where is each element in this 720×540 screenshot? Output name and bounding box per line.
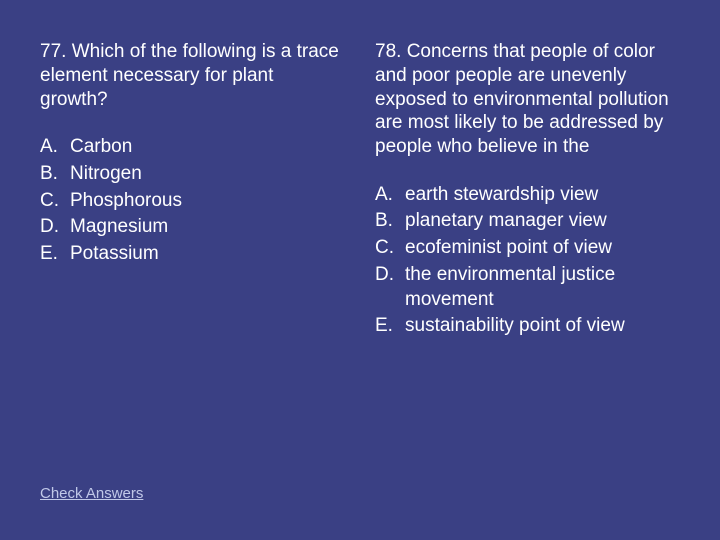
choices-78: A. earth stewardship view B. planetary m… [375,183,680,339]
choice-text: ecofeminist point of view [405,236,680,261]
right-column: 78. Concerns that people of color and po… [375,40,680,341]
choice-letter: A. [375,183,405,208]
choice-text: earth stewardship view [405,183,680,208]
left-column: 77. Which of the following is a trace el… [40,40,345,341]
choices-77: A. Carbon B. Nitrogen C. Phosphorous D. … [40,135,345,266]
choice-text: Phosphorous [70,189,345,214]
choice-row: A. Carbon [40,135,345,160]
choice-letter: B. [40,162,70,187]
choice-text: Magnesium [70,215,345,240]
choice-letter: C. [375,236,405,261]
choice-text: the environmental justice movement [405,263,680,312]
choice-text: planetary manager view [405,209,680,234]
question-77: 77. Which of the following is a trace el… [40,40,345,111]
choice-row: E. sustainability point of view [375,314,680,339]
choice-letter: D. [40,215,70,240]
choice-row: D. Magnesium [40,215,345,240]
choice-text: sustainability point of view [405,314,680,339]
choice-letter: E. [375,314,405,339]
choice-text: Potassium [70,242,345,267]
choice-row: B. planetary manager view [375,209,680,234]
choice-row: C. Phosphorous [40,189,345,214]
choice-row: B. Nitrogen [40,162,345,187]
question-columns: 77. Which of the following is a trace el… [40,40,680,341]
choice-row: D. the environmental justice movement [375,263,680,312]
question-78: 78. Concerns that people of color and po… [375,40,680,159]
check-answers-link[interactable]: Check Answers [40,485,143,502]
choice-letter: D. [375,263,405,312]
choice-row: A. earth stewardship view [375,183,680,208]
choice-letter: C. [40,189,70,214]
choice-text: Carbon [70,135,345,160]
choice-letter: E. [40,242,70,267]
choice-row: E. Potassium [40,242,345,267]
choice-row: C. ecofeminist point of view [375,236,680,261]
choice-text: Nitrogen [70,162,345,187]
choice-letter: A. [40,135,70,160]
choice-letter: B. [375,209,405,234]
